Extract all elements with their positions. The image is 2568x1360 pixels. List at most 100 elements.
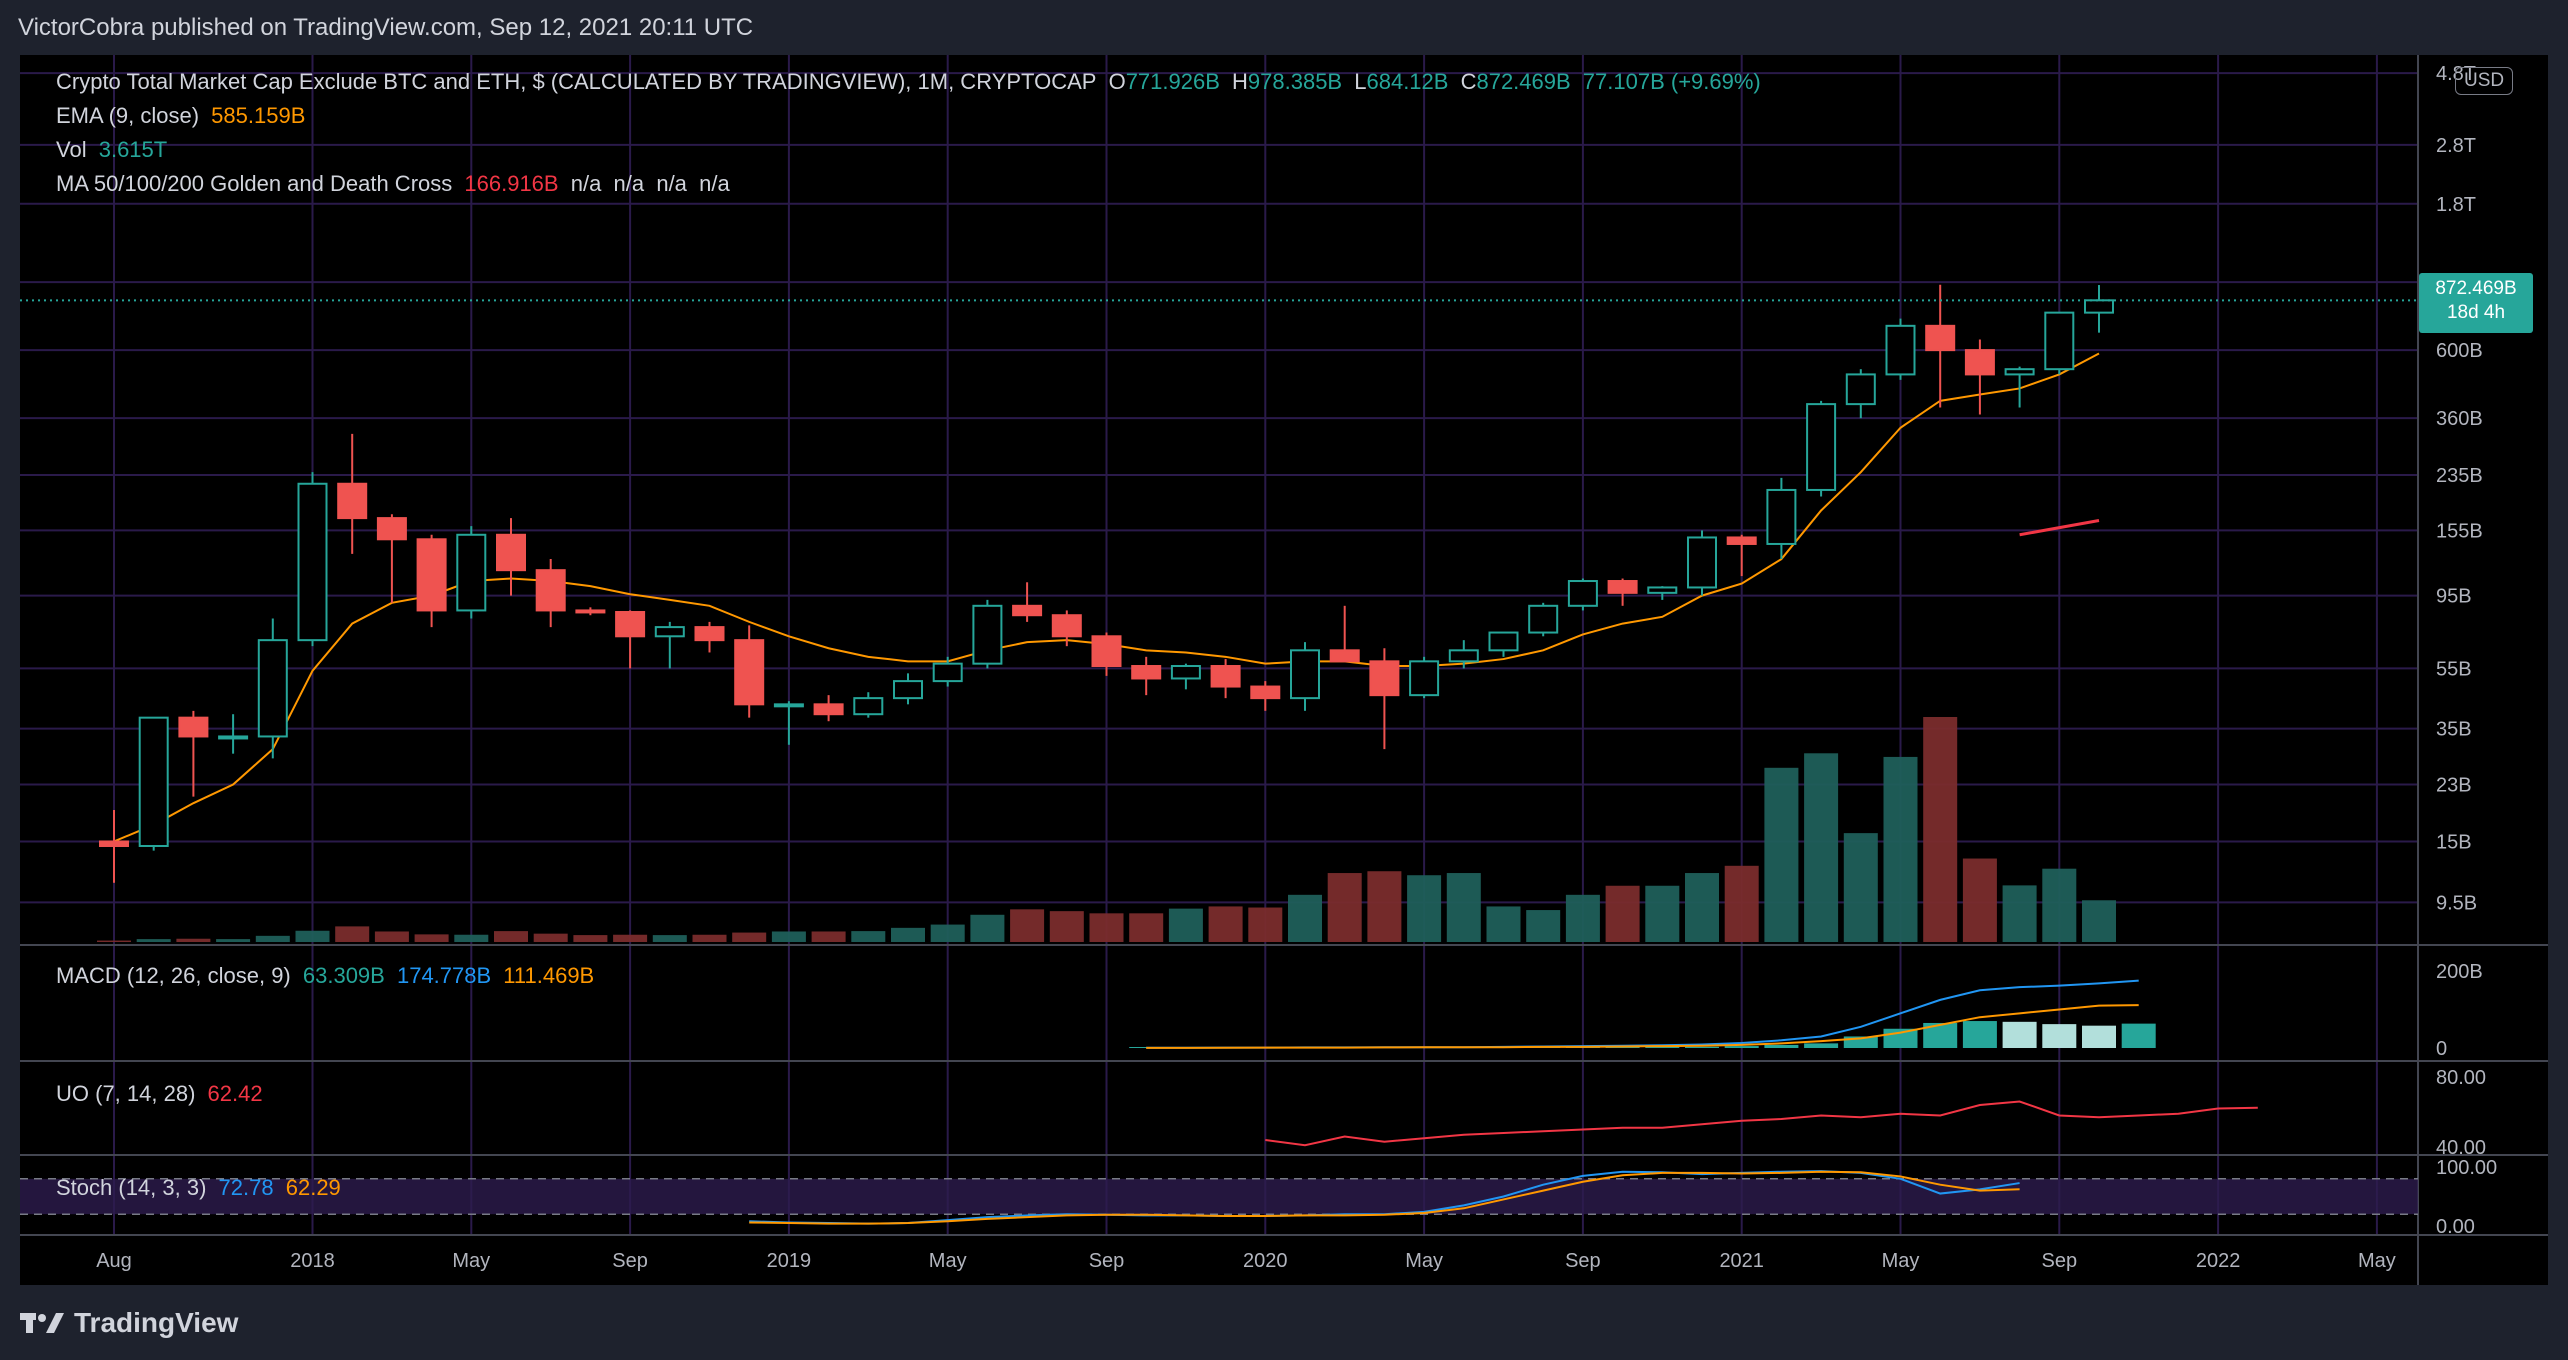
tradingview-footer[interactable]: TradingView	[20, 1307, 238, 1339]
chart-svg[interactable]: 4.8T2.8T1.8T1T600B360B235B155B95B55B35B2…	[20, 55, 2548, 1285]
time-axis-label: May	[452, 1250, 490, 1272]
uo-label: UO (7, 14, 28)	[56, 1081, 196, 1106]
macd-histogram-bar	[1764, 1044, 1799, 1048]
close-value: 872.469B	[1476, 69, 1571, 94]
candle-body	[853, 697, 884, 716]
volume-bar	[1843, 833, 1878, 942]
legend-ma[interactable]: MA 50/100/200 Golden and Death Cross 166…	[56, 171, 736, 197]
volume-bar	[1129, 913, 1164, 942]
legend-uo[interactable]: UO (7, 14, 28) 62.42	[56, 1081, 269, 1107]
candle-body	[1051, 614, 1082, 638]
price-axis-label: 55B	[2436, 658, 2472, 680]
time-axis-label: May	[1882, 1250, 1920, 1272]
stoch-label: Stoch (14, 3, 3)	[56, 1175, 207, 1200]
chart-area[interactable]: 4.8T2.8T1.8T1T600B360B235B155B95B55B35B2…	[20, 55, 2548, 1285]
time-axis-label: May	[929, 1250, 967, 1272]
candle-body	[337, 482, 368, 520]
time-axis-label: 2018	[290, 1250, 335, 1272]
currency-badge[interactable]: USD	[2455, 67, 2514, 95]
macd-histogram-bar	[1724, 1046, 1759, 1048]
candle-body	[416, 538, 447, 612]
price-axis-label: 4.8T	[2436, 63, 2476, 85]
tradingview-logo-icon	[20, 1313, 64, 1333]
candle-body	[615, 611, 646, 638]
legend-vol[interactable]: Vol 3.615T	[56, 137, 173, 163]
volume-bar	[1407, 875, 1442, 942]
volume-bar	[1049, 911, 1084, 942]
volume-bar	[2082, 900, 2116, 942]
vol-label: Vol	[56, 137, 87, 162]
volume-bar	[2042, 868, 2077, 942]
volume-bar	[1168, 908, 1203, 942]
volume-bar	[771, 931, 806, 942]
signal-line	[1146, 1004, 2139, 1049]
macd-label: MACD (12, 26, close, 9)	[56, 963, 291, 988]
last-price-value: 872.469B	[2435, 278, 2517, 299]
volume-bar	[1724, 865, 1759, 942]
stoch-d-value: 62.29	[285, 1175, 341, 1200]
volume-bar	[652, 935, 687, 942]
low-label: L	[1354, 69, 1367, 94]
macd-histogram-bar	[2121, 1023, 2156, 1048]
candle-body	[218, 735, 249, 740]
ema-label: EMA (9, close)	[56, 103, 200, 128]
legend-ema[interactable]: EMA (9, close) 585.159B	[56, 103, 311, 129]
price-axis-label: 2.8T	[2436, 135, 2476, 157]
time-axis-label: May	[1405, 1250, 1443, 1272]
candle-body	[456, 533, 487, 612]
volume-bar	[1764, 767, 1799, 942]
macd-axis-label: 0	[2436, 1038, 2447, 1060]
volume-bar	[1446, 873, 1481, 942]
volume-bar	[533, 933, 568, 942]
volume-bar	[335, 926, 370, 942]
time-axis-label: Sep	[1565, 1250, 1601, 1272]
macd-signal-value: 111.469B	[503, 963, 595, 988]
candle-body	[178, 716, 209, 738]
vol-value: 3.615T	[98, 137, 168, 162]
time-axis-label: 2021	[1719, 1250, 1764, 1272]
volume-bar	[1804, 753, 1839, 942]
time-axis-label: Sep	[1089, 1250, 1125, 1272]
legend-macd[interactable]: MACD (12, 26, close, 9) 63.309B 174.778B…	[56, 963, 600, 989]
candle-body	[575, 609, 606, 614]
stoch-k-value: 72.78	[218, 1175, 274, 1200]
volume-bar	[2002, 885, 2037, 942]
volume-bar	[295, 930, 330, 942]
macd-histogram-bar	[1804, 1043, 1839, 1048]
price-axis-label: 35B	[2436, 719, 2472, 741]
candle-body	[376, 517, 407, 541]
volume-bar	[1526, 910, 1561, 942]
price-axis-label: 15B	[2436, 831, 2472, 853]
volume-bar	[1010, 909, 1045, 942]
macd-line-value: 174.778B	[396, 963, 492, 988]
ema-value: 585.159B	[211, 103, 306, 128]
candle-body	[1567, 580, 1598, 607]
last-price-tag: 872.469B 18d 4h	[2419, 273, 2533, 333]
time-axis-label: 2020	[1243, 1250, 1288, 1272]
candle-body	[813, 703, 844, 716]
macd-hist-value: 63.309B	[302, 963, 385, 988]
volume-bar	[692, 934, 727, 942]
volume-bar	[613, 934, 648, 942]
candle-body	[138, 716, 169, 847]
ma-value: 166.916B	[464, 171, 559, 196]
volume-bar	[97, 940, 131, 942]
volume-bar	[374, 931, 409, 942]
macd-histogram-bar	[1645, 1047, 1680, 1048]
uo-axis-label: 40.00	[2436, 1137, 2486, 1159]
candle-body	[2004, 368, 2035, 376]
symbol-title[interactable]: Crypto Total Market Cap Exclude BTC and …	[56, 69, 1097, 94]
time-axis-label: 2019	[767, 1250, 812, 1272]
volume-bar	[1883, 756, 1918, 942]
stoch-d-line	[749, 1170, 2020, 1225]
candle-body	[1885, 324, 1916, 376]
open-label: O	[1108, 69, 1126, 94]
volume-bar	[891, 927, 925, 942]
candle-body	[496, 533, 526, 572]
price-axis-label: 9.5B	[2436, 892, 2477, 914]
legend-stoch[interactable]: Stoch (14, 3, 3) 72.78 62.29	[56, 1175, 347, 1201]
volume-bar	[970, 914, 1005, 942]
volume-bar	[1089, 913, 1124, 942]
volume-bar	[573, 935, 608, 942]
volume-bar	[1288, 894, 1322, 942]
